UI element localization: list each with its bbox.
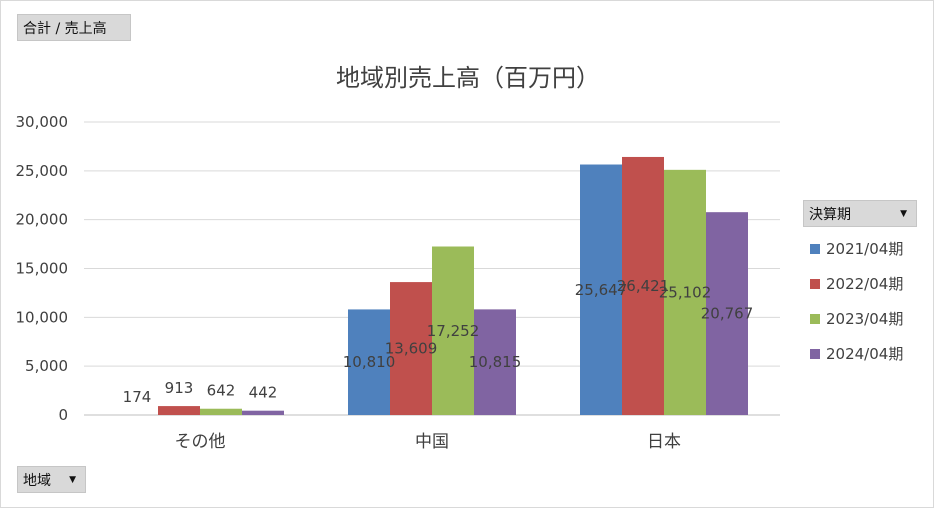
x-tick-label: 日本 (647, 432, 681, 452)
chart-title: 地域別売上高（百万円） (336, 64, 600, 92)
value-field-label: 合計 / 売上高 (23, 20, 107, 37)
y-tick-label: 10,000 (16, 308, 69, 326)
legend-swatch (810, 243, 820, 254)
legend-item: 2022/04期 (810, 266, 930, 301)
legend-label: 2022/04期 (826, 275, 904, 293)
bar (580, 164, 622, 415)
legend: 2021/04期 2022/04期 2023/04期 2024/04期 (810, 231, 930, 371)
dropdown-arrow-icon[interactable]: ▼ (69, 474, 76, 485)
bar (348, 309, 390, 415)
bar (432, 246, 474, 415)
legend-field-label: 決算期 (809, 206, 851, 223)
legend-swatch (810, 278, 820, 289)
data-label: 26,421 (617, 277, 670, 295)
axis-field-button[interactable]: 地域 ▼ (17, 466, 86, 493)
x-tick-label: その他 (175, 432, 226, 452)
y-tick-label: 20,000 (16, 211, 69, 229)
legend-label: 2023/04期 (826, 310, 904, 328)
bar (200, 408, 242, 415)
bar (474, 309, 516, 415)
bar (158, 406, 200, 415)
bar (622, 156, 664, 415)
legend-field-button[interactable]: 決算期 ▼ (803, 200, 917, 227)
data-label: 174 (123, 388, 152, 406)
legend-label: 2024/04期 (826, 345, 904, 363)
data-label: 13,609 (385, 340, 438, 358)
y-tick-label: 25,000 (16, 162, 69, 180)
axis-field-label: 地域 (23, 472, 51, 489)
bar (706, 212, 748, 415)
legend-swatch (810, 313, 820, 324)
data-label: 10,815 (469, 353, 522, 371)
data-label: 10,810 (343, 353, 396, 371)
x-tick-label: 中国 (415, 432, 449, 452)
data-label: 642 (207, 382, 236, 400)
bar (664, 169, 706, 415)
y-tick-label: 15,000 (16, 260, 69, 278)
legend-swatch (810, 348, 820, 359)
legend-item: 2021/04期 (810, 231, 930, 266)
y-tick-label: 0 (58, 406, 68, 424)
y-tick-label: 5,000 (25, 357, 68, 375)
legend-item: 2024/04期 (810, 336, 930, 371)
legend-label: 2021/04期 (826, 240, 904, 258)
legend-item: 2023/04期 (810, 301, 930, 336)
data-label: 20,767 (701, 305, 754, 323)
bar (242, 410, 284, 415)
data-label: 25,647 (575, 281, 628, 299)
value-field-button[interactable]: 合計 / 売上高 (17, 14, 131, 41)
data-label: 913 (165, 379, 194, 397)
dropdown-arrow-icon[interactable]: ▼ (900, 208, 907, 219)
data-label: 442 (249, 384, 278, 402)
y-tick-label: 30,000 (16, 113, 69, 131)
bar (390, 282, 432, 415)
data-label: 25,102 (659, 283, 712, 301)
data-label: 17,252 (427, 322, 480, 340)
